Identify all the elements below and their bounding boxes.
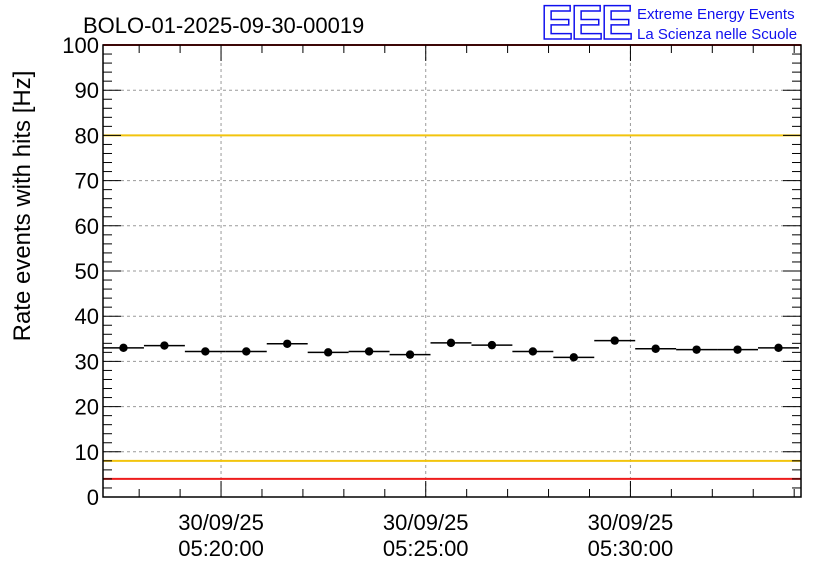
data-point bbox=[242, 347, 251, 356]
data-point bbox=[733, 345, 742, 354]
data-point bbox=[487, 340, 497, 350]
grid bbox=[103, 45, 801, 497]
y-tick-label: 100 bbox=[62, 33, 99, 58]
data-point bbox=[446, 338, 456, 348]
y-tick-label: 90 bbox=[75, 78, 99, 103]
data-point bbox=[160, 341, 169, 350]
data-point bbox=[283, 339, 292, 348]
y-tick-label: 40 bbox=[75, 304, 99, 329]
data-point bbox=[364, 347, 374, 356]
x-tick-label-date: 30/09/25 bbox=[178, 510, 264, 535]
y-tick-label: 70 bbox=[75, 169, 99, 194]
y-tick-label: 20 bbox=[75, 395, 99, 420]
data-point bbox=[610, 336, 619, 345]
eee-logo: EEE Extreme Energy Events La Scienza nel… bbox=[540, 0, 797, 51]
y-tick-label: 50 bbox=[75, 259, 99, 284]
y-tick-label: 10 bbox=[75, 440, 99, 465]
y-axis: 0 10 20 30 40 50 60 70 80 90 100 bbox=[62, 33, 801, 510]
x-tick-label-date: 30/09/25 bbox=[383, 510, 469, 535]
y-tick-label: 30 bbox=[75, 349, 99, 374]
x-tick-label-time: 05:25:00 bbox=[383, 536, 469, 561]
x-tick-label-date: 30/09/25 bbox=[588, 510, 674, 535]
chart-title: BOLO-01-2025-09-30-00019 bbox=[83, 13, 364, 38]
data-series bbox=[103, 336, 799, 362]
reference-lines bbox=[103, 44, 801, 480]
data-point bbox=[651, 344, 660, 353]
data-point bbox=[119, 343, 128, 353]
x-tick-label-time: 05:30:00 bbox=[588, 536, 674, 561]
y-tick-label: 60 bbox=[75, 214, 99, 239]
data-point bbox=[323, 348, 333, 357]
x-axis: 30/09/2505:20:0030/09/2505:25:0030/09/25… bbox=[138, 45, 795, 561]
y-tick-label: 0 bbox=[87, 485, 99, 510]
eee-logo-line2: La Scienza nelle Scuole bbox=[637, 26, 797, 43]
data-point bbox=[692, 345, 701, 354]
eee-logo-mark: EEE bbox=[541, 0, 632, 50]
y-axis-label: Rate events with hits [Hz] bbox=[9, 71, 36, 342]
data-point bbox=[774, 343, 783, 353]
data-point bbox=[528, 347, 538, 356]
eee-logo-line1: Extreme Energy Events bbox=[637, 6, 795, 23]
data-point bbox=[405, 350, 415, 359]
data-point bbox=[569, 353, 578, 362]
y-tick-label: 80 bbox=[75, 123, 99, 148]
x-tick-label-time: 05:20:00 bbox=[178, 536, 264, 561]
data-point bbox=[201, 347, 210, 356]
